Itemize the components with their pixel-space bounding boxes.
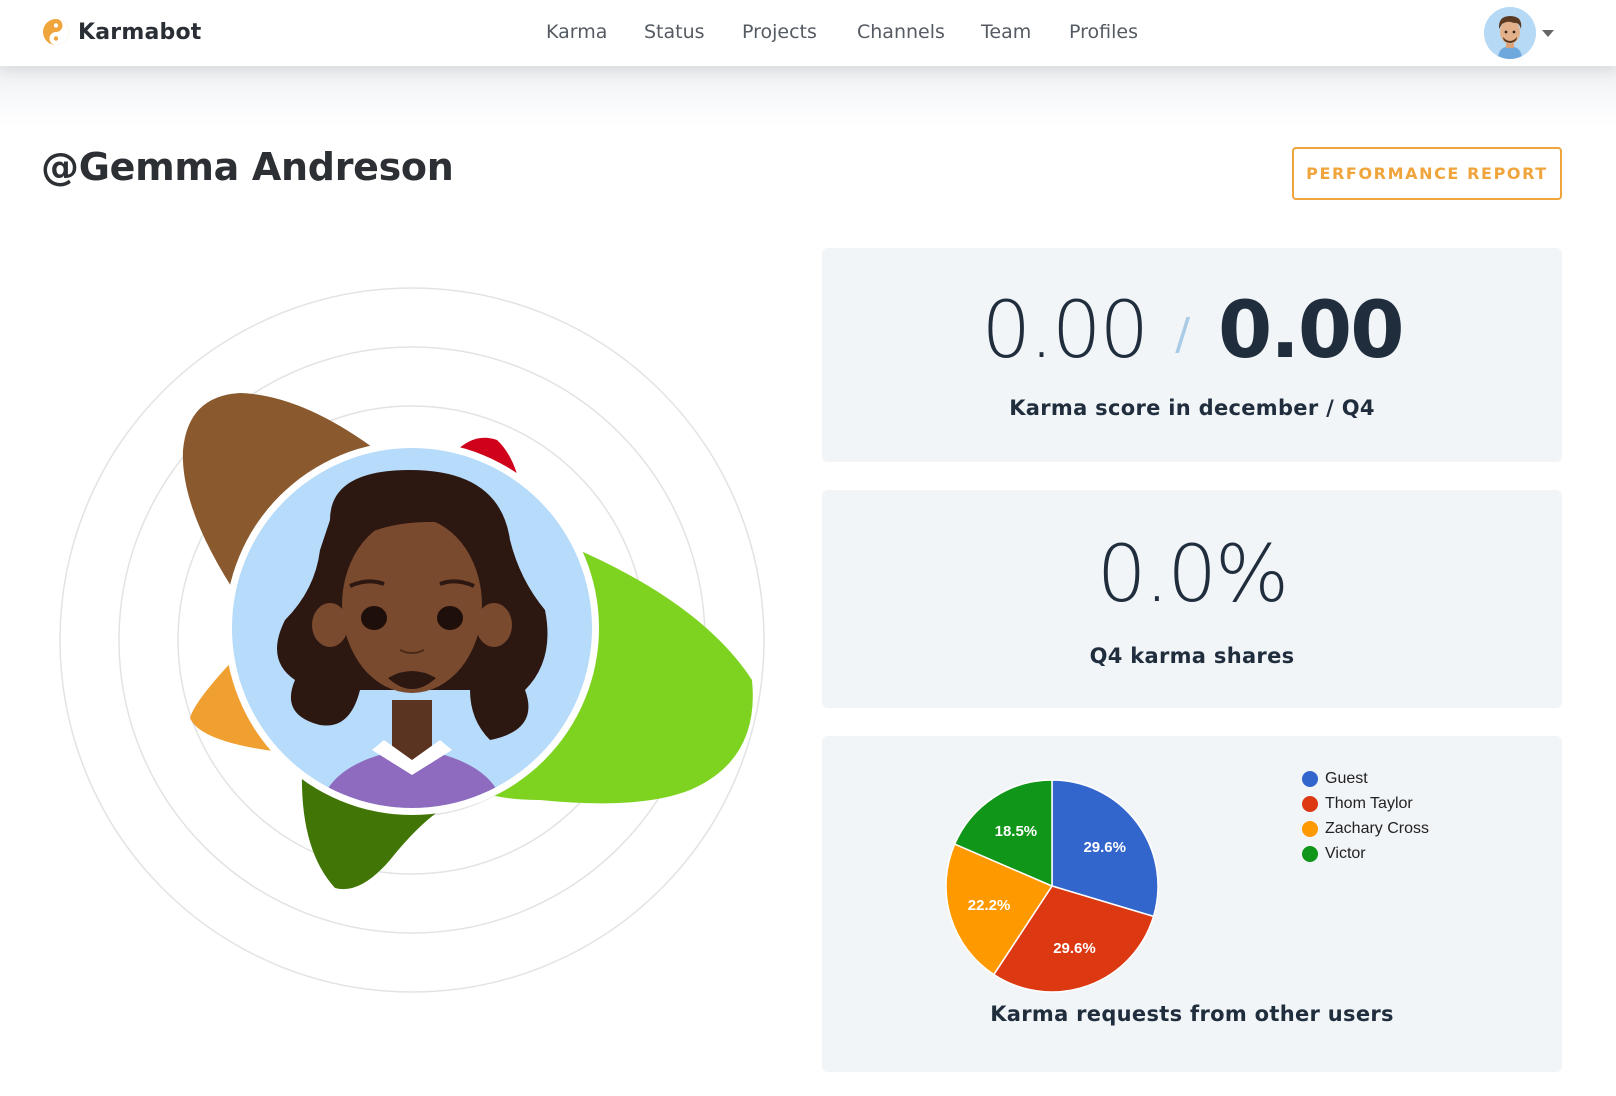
legend-label: Zachary Cross	[1325, 819, 1430, 837]
legend-label: Thom Taylor	[1325, 794, 1413, 812]
karma-score-card: 0.00 / 0.00 Karma score in december / Q4	[822, 248, 1562, 462]
pie-label-zachary-cross: 22.2%	[968, 897, 1011, 914]
legend-label: Guest	[1325, 769, 1368, 787]
karma-shares-caption: Q4 karma shares	[1089, 644, 1295, 668]
page-title: @Gemma Andreson	[41, 145, 454, 189]
pie-slice-zachary-cross[interactable]	[945, 843, 1054, 976]
karma-requests-caption: Karma requests from other users	[990, 1002, 1394, 1026]
performance-report-button[interactable]: PERFORMANCE REPORT	[1292, 147, 1562, 200]
karma-score-row: 0.00 / 0.00	[822, 286, 1562, 376]
nav-shadow	[0, 66, 1616, 126]
pie-label-thom-taylor: 29.6%	[1053, 940, 1096, 957]
user-avatar-icon	[1484, 7, 1536, 59]
quarterly-karma-score: 0.00	[1218, 286, 1404, 376]
pie-legend: Guest Thom Taylor Zachary Cross Victor	[1302, 766, 1429, 866]
nav-link-profiles[interactable]: Profiles	[1069, 21, 1138, 43]
legend-dot-icon	[1302, 845, 1318, 862]
karma-radar-illustration	[59, 287, 765, 993]
monthly-karma-score: 0.00	[981, 286, 1150, 376]
legend-item-zachary-cross[interactable]: Zachary Cross	[1302, 816, 1429, 841]
score-separator: /	[1175, 309, 1191, 360]
legend-dot-icon	[1302, 770, 1318, 787]
user-avatar[interactable]	[1484, 7, 1536, 59]
pie-label-guest: 29.6%	[1083, 839, 1126, 856]
brand-name: Karmabot	[78, 19, 202, 45]
karma-requests-card: 29.6% 29.6% 22.2% 18.5% Guest Thom Taylor Zac…	[822, 736, 1562, 1072]
legend-dot-icon	[1302, 820, 1318, 837]
karma-score-caption: Karma score in december / Q4	[1009, 396, 1375, 420]
pie-slice-guest[interactable]	[1051, 779, 1159, 918]
legend-item-guest[interactable]: Guest	[1302, 766, 1429, 791]
karma-requests-pie-chart: 29.6% 29.6% 22.2% 18.5%	[945, 779, 1159, 993]
legend-dot-icon	[1302, 795, 1318, 812]
nav-links: Karma Status Projects Channels Team Prof…	[0, 0, 1616, 66]
nav-link-team[interactable]: Team	[981, 21, 1032, 43]
pie-slice-thom-taylor[interactable]	[992, 885, 1155, 993]
nav-link-projects[interactable]: Projects	[742, 21, 817, 43]
chevron-down-icon[interactable]	[1541, 28, 1555, 38]
karmabot-logo-icon	[43, 19, 69, 45]
profile-avatar	[232, 448, 592, 808]
brand[interactable]: Karmabot	[42, 17, 202, 47]
legend-item-thom-taylor[interactable]: Thom Taylor	[1302, 791, 1429, 816]
pie-slice-victor[interactable]	[953, 779, 1053, 888]
nav-link-channels[interactable]: Channels	[857, 21, 945, 43]
pie-label-victor: 18.5%	[995, 823, 1038, 840]
nav-link-status[interactable]: Status	[644, 21, 705, 43]
top-navbar: Karmabot Karma Status Projects Channels …	[0, 0, 1616, 66]
legend-item-victor[interactable]: Victor	[1302, 841, 1429, 866]
karma-share-value: 0.0%	[1096, 530, 1289, 620]
legend-label: Victor	[1325, 844, 1366, 862]
karma-shares-card: 0.0% Q4 karma shares	[822, 490, 1562, 708]
nav-link-karma[interactable]: Karma	[546, 21, 608, 43]
